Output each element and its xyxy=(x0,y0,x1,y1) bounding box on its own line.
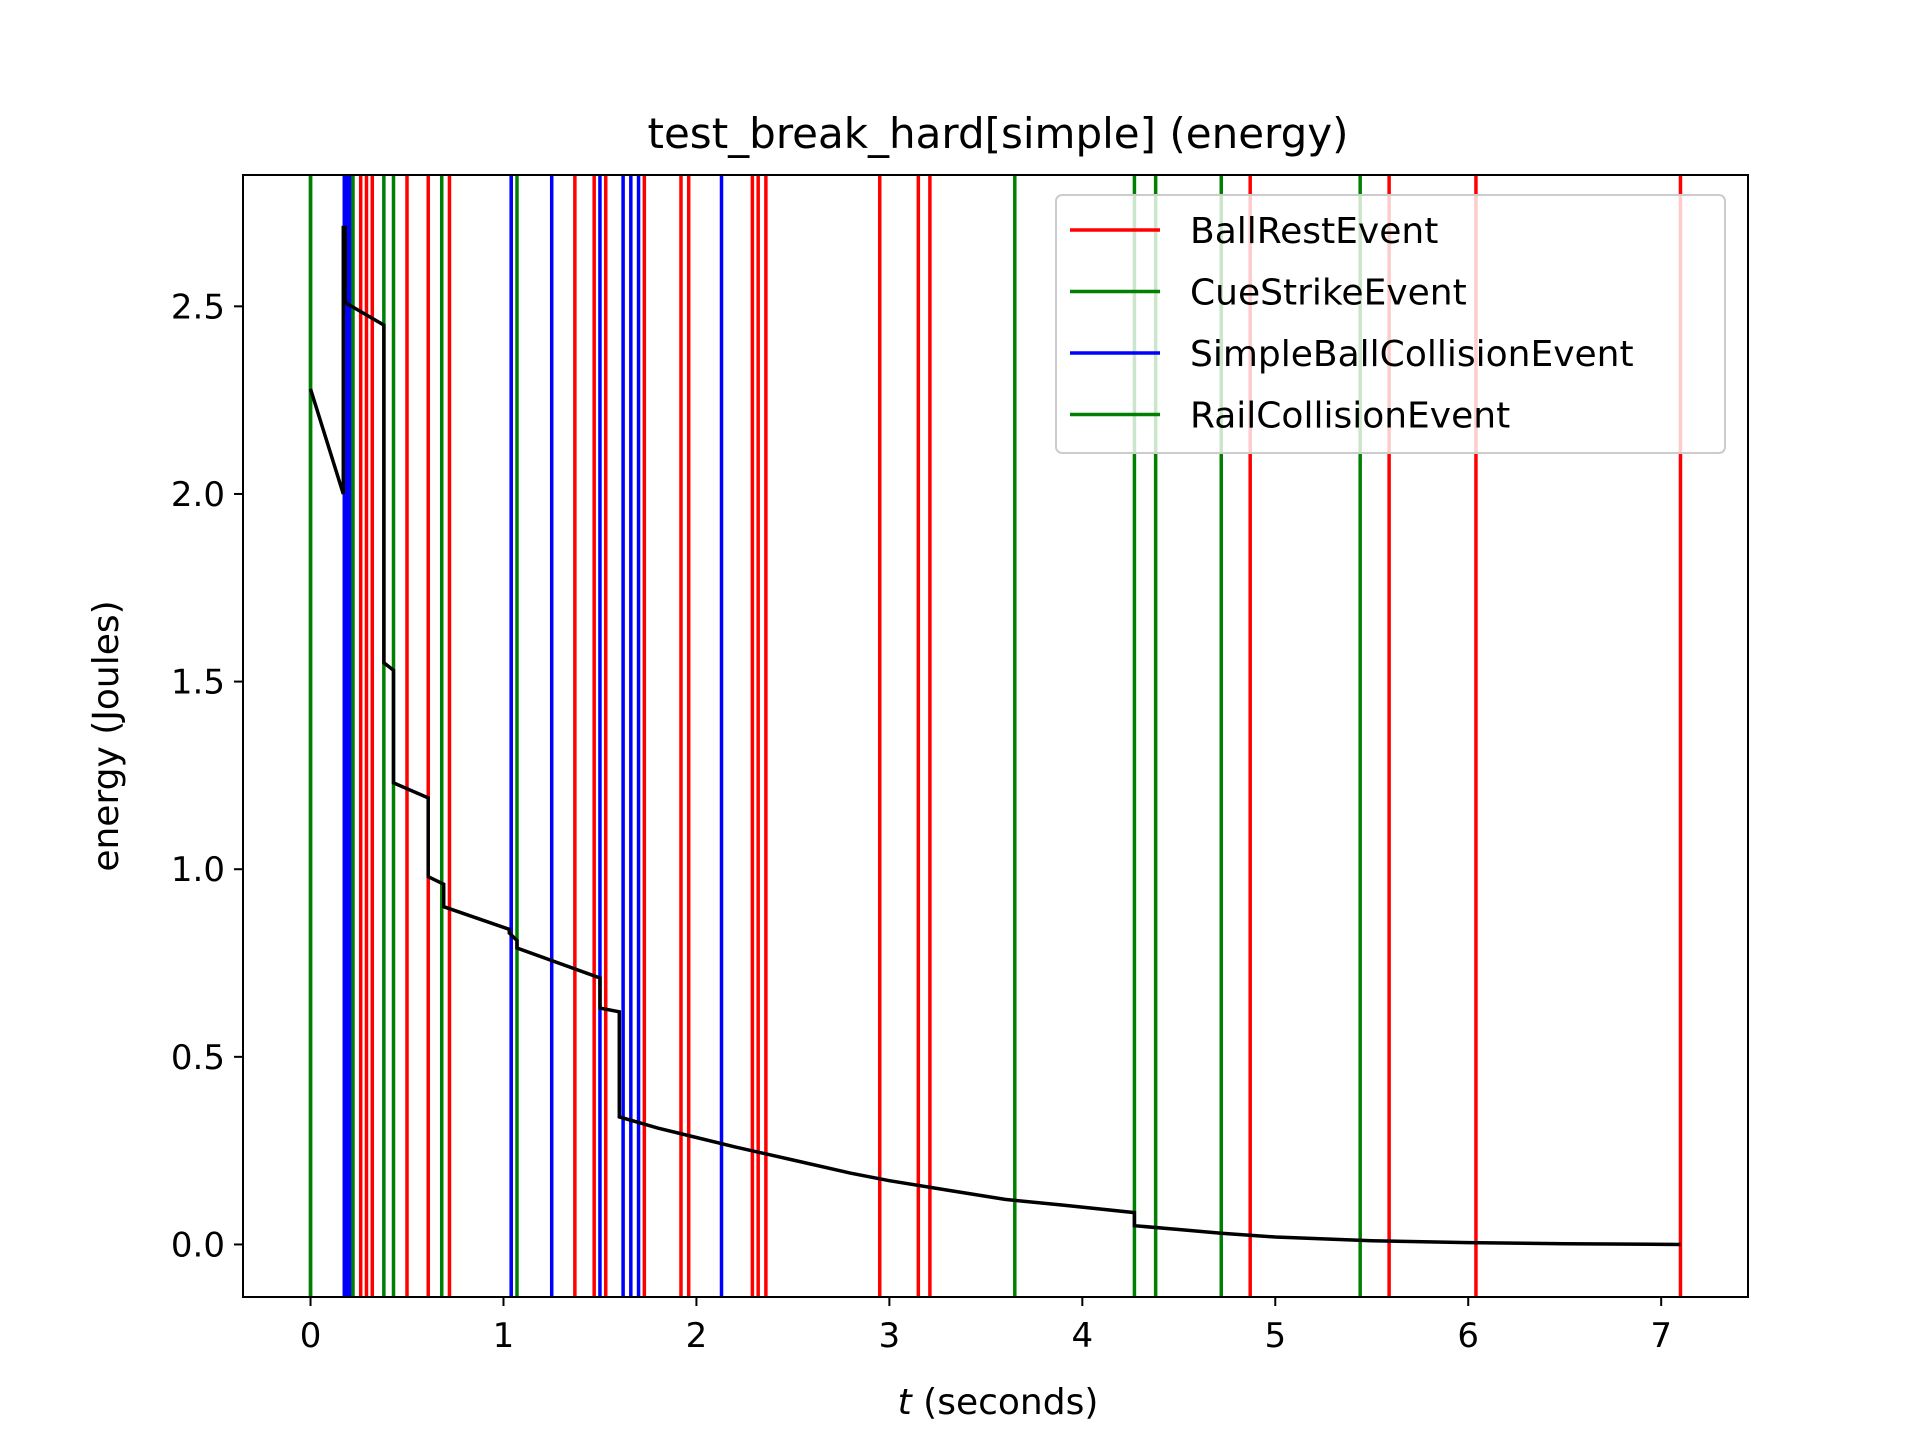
y-axis-label: energy (Joules) xyxy=(86,600,127,871)
x-axis: 0 1 2 3 4 5 6 7 xyxy=(300,1297,1672,1356)
energy-series-line xyxy=(308,225,1681,1247)
x-tick-label: 5 xyxy=(1264,1316,1286,1356)
legend-label-ball-rest-event: BallRestEvent xyxy=(1190,211,1438,252)
y-tick-label: 2.5 xyxy=(171,287,225,327)
y-tick-label: 1.5 xyxy=(171,663,225,703)
x-axis-label: t (seconds) xyxy=(898,1382,1099,1423)
x-tick-label: 6 xyxy=(1457,1316,1479,1356)
x-tick-label: 4 xyxy=(1072,1316,1094,1356)
x-tick-label: 0 xyxy=(300,1316,322,1356)
plot-frame xyxy=(242,174,1749,1298)
x-tick-label: 1 xyxy=(493,1316,515,1356)
plot-area xyxy=(308,175,1683,1297)
x-axis-label-variable: t xyxy=(898,1382,914,1423)
x-tick-label: 3 xyxy=(879,1316,901,1356)
legend-label-simple-ball-collision-event: SimpleBallCollisionEvent xyxy=(1190,334,1634,375)
chart-title: test_break_hard[simple] (energy) xyxy=(648,109,1349,158)
x-tick-label: 2 xyxy=(686,1316,708,1356)
legend-label-cue-strike-event: CueStrikeEvent xyxy=(1190,273,1467,314)
legend-label-rail-collision-event: RailCollisionEvent xyxy=(1190,396,1510,437)
y-axis: 0.0 0.5 1.0 1.5 2.0 2.5 xyxy=(171,287,243,1265)
y-tick-label: 1.0 xyxy=(171,850,225,890)
y-tick-label: 0.5 xyxy=(171,1038,225,1078)
y-tick-label: 2.0 xyxy=(171,475,225,515)
x-tick-label: 7 xyxy=(1650,1316,1672,1356)
legend-box xyxy=(1055,194,1726,454)
y-tick-label: 0.0 xyxy=(171,1225,225,1265)
x-axis-label-unit: (seconds) xyxy=(912,1382,1099,1423)
legend: BallRestEvent CueStrikeEvent SimpleBallCol… xyxy=(1055,194,1726,454)
